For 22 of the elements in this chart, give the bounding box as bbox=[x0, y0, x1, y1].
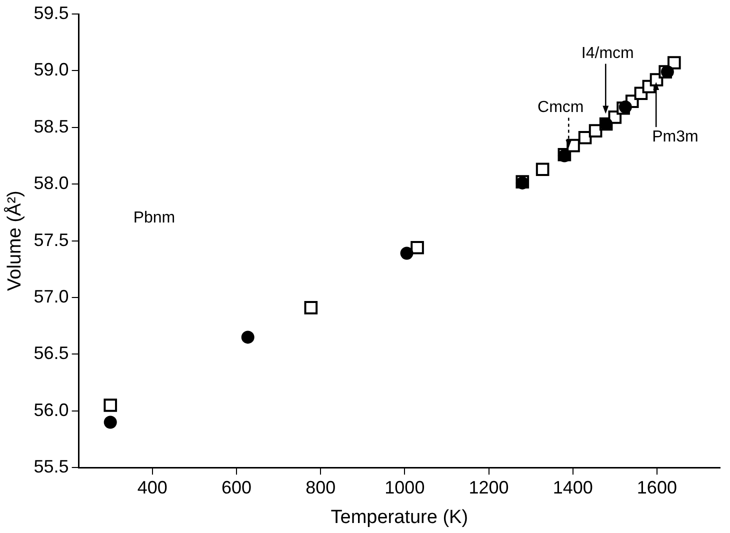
x-tick-label: 400 bbox=[137, 477, 168, 498]
y-axis-title: Volume (Å²) bbox=[4, 190, 26, 291]
x-tick-label: 1400 bbox=[552, 477, 593, 498]
y-tick-label: 57.0 bbox=[34, 286, 69, 306]
x-tick-label: 800 bbox=[306, 477, 336, 498]
annotation: I4/mcm bbox=[581, 45, 634, 62]
annotation: Pm3m bbox=[652, 128, 698, 146]
x-tick-label: 600 bbox=[221, 477, 252, 498]
y-tick-label: 58.0 bbox=[34, 173, 69, 194]
annotation: Pbnm bbox=[133, 210, 176, 227]
annotation: Cmcm bbox=[538, 99, 584, 116]
y-tick-label: 57.5 bbox=[34, 230, 69, 250]
x-tick-label: 1600 bbox=[636, 477, 677, 498]
x-tick-label: 1000 bbox=[384, 477, 425, 498]
y-tick-label: 59.0 bbox=[34, 60, 69, 80]
y-tick-label: 56.0 bbox=[34, 400, 69, 420]
y-tick-label: 55.5 bbox=[34, 456, 69, 477]
x-axis-title: Temperature (K) bbox=[330, 506, 468, 528]
y-tick-label: 59.5 bbox=[34, 2, 69, 23]
y-tick-label: 58.5 bbox=[34, 116, 69, 136]
x-tick-label: 1200 bbox=[468, 477, 509, 498]
y-tick-label: 56.5 bbox=[34, 343, 69, 364]
